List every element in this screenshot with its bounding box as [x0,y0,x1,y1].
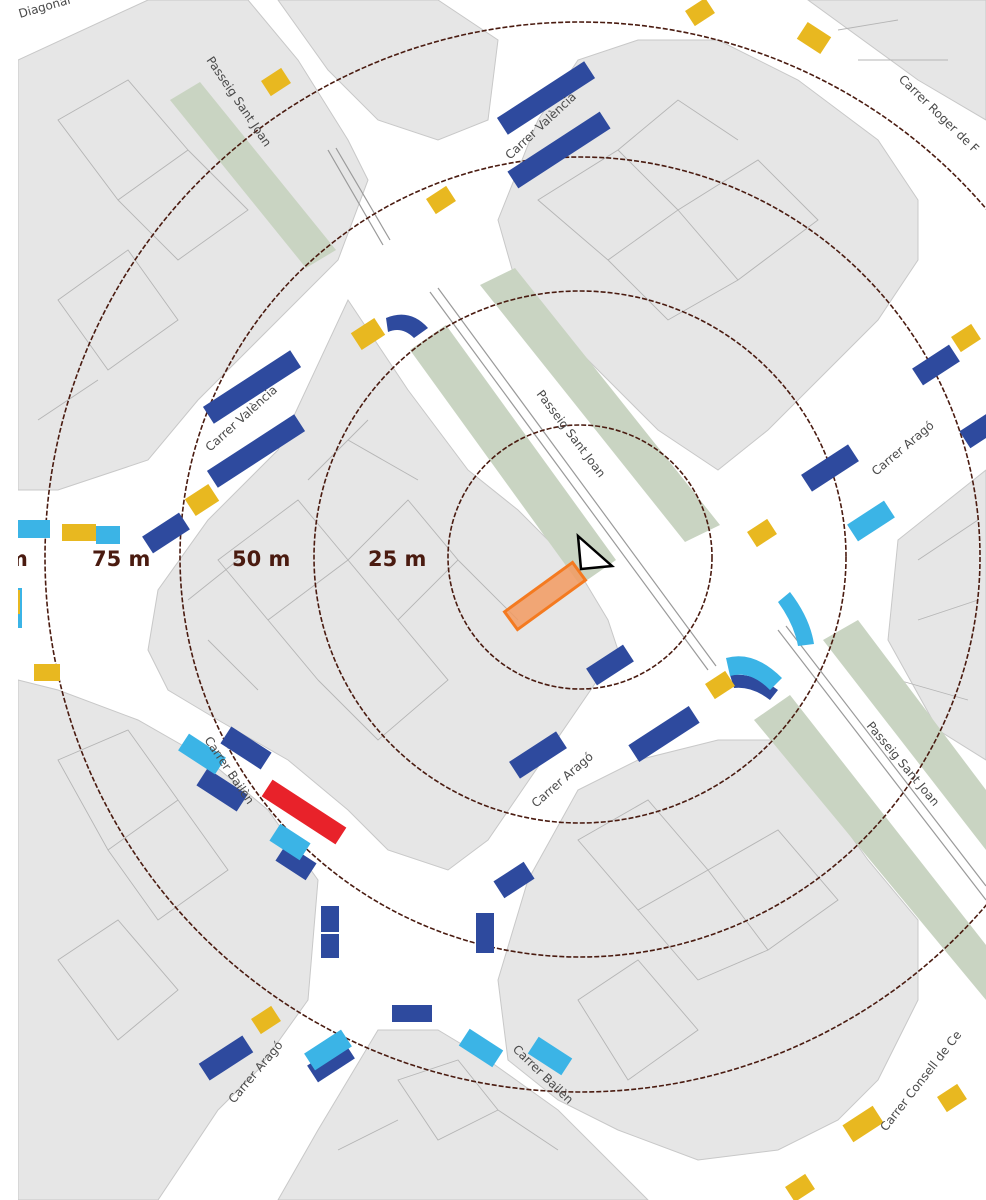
ring-50m [313,290,847,824]
city-blocks [18,0,986,1200]
viewpoint-triangle-icon[interactable] [576,532,615,571]
ring-100m [44,21,986,1093]
parking-yellow [18,0,981,1200]
ring-label-50m: 50 m [232,547,290,571]
tram-lines [327,147,986,901]
parking-light-blue [18,500,895,1076]
ring-label-75m: 75 m [92,547,150,571]
ring-label-25m: 25 m [368,547,426,571]
site-rectangle-icon[interactable] [502,560,588,632]
building-footprints [37,19,979,1151]
ring-25m [447,424,713,690]
parking-dark-blue [142,61,986,1083]
passeig-sant-joan-promenade [170,82,986,1000]
distance-rings [44,21,986,1093]
ring-75m [179,156,981,958]
ring-label-100m: m [18,547,28,571]
street-map[interactable]: Diagonal Passeig Sant Joan Carrer Valènc… [18,0,986,1200]
parking-red [261,779,347,845]
